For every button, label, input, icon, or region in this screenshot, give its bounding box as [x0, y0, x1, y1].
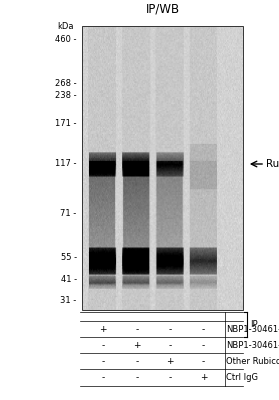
Text: -: - — [202, 341, 205, 350]
Text: IP: IP — [250, 320, 258, 329]
Text: +: + — [167, 357, 174, 366]
Text: 117 -: 117 - — [55, 160, 77, 168]
Text: Rubicon: Rubicon — [266, 159, 279, 169]
Text: Ctrl IgG: Ctrl IgG — [226, 374, 258, 382]
Text: -: - — [169, 341, 172, 350]
Text: 460 -: 460 - — [55, 36, 77, 44]
Text: +: + — [133, 341, 140, 350]
Text: -: - — [202, 325, 205, 334]
Text: NBP1-30461-2: NBP1-30461-2 — [226, 341, 279, 350]
Text: 31 -: 31 - — [61, 296, 77, 305]
Text: 55 -: 55 - — [61, 254, 77, 262]
Text: kDa: kDa — [57, 22, 74, 31]
Text: 268 -: 268 - — [55, 80, 77, 88]
Text: -: - — [135, 374, 138, 382]
Text: -: - — [135, 357, 138, 366]
Text: -: - — [169, 325, 172, 334]
Text: -: - — [202, 357, 205, 366]
Text: 41 -: 41 - — [61, 276, 77, 284]
Text: +: + — [100, 325, 107, 334]
Text: IP/WB: IP/WB — [145, 3, 180, 16]
Text: 238 -: 238 - — [55, 91, 77, 100]
Text: -: - — [169, 374, 172, 382]
Text: 71 -: 71 - — [61, 210, 77, 218]
Text: -: - — [102, 374, 105, 382]
Text: +: + — [200, 374, 207, 382]
Text: -: - — [135, 325, 138, 334]
Text: -: - — [102, 357, 105, 366]
Text: 171 -: 171 - — [55, 120, 77, 128]
Text: Other Rubicon Ab: Other Rubicon Ab — [226, 357, 279, 366]
Text: NBP1-30461-1: NBP1-30461-1 — [226, 325, 279, 334]
Text: -: - — [102, 341, 105, 350]
